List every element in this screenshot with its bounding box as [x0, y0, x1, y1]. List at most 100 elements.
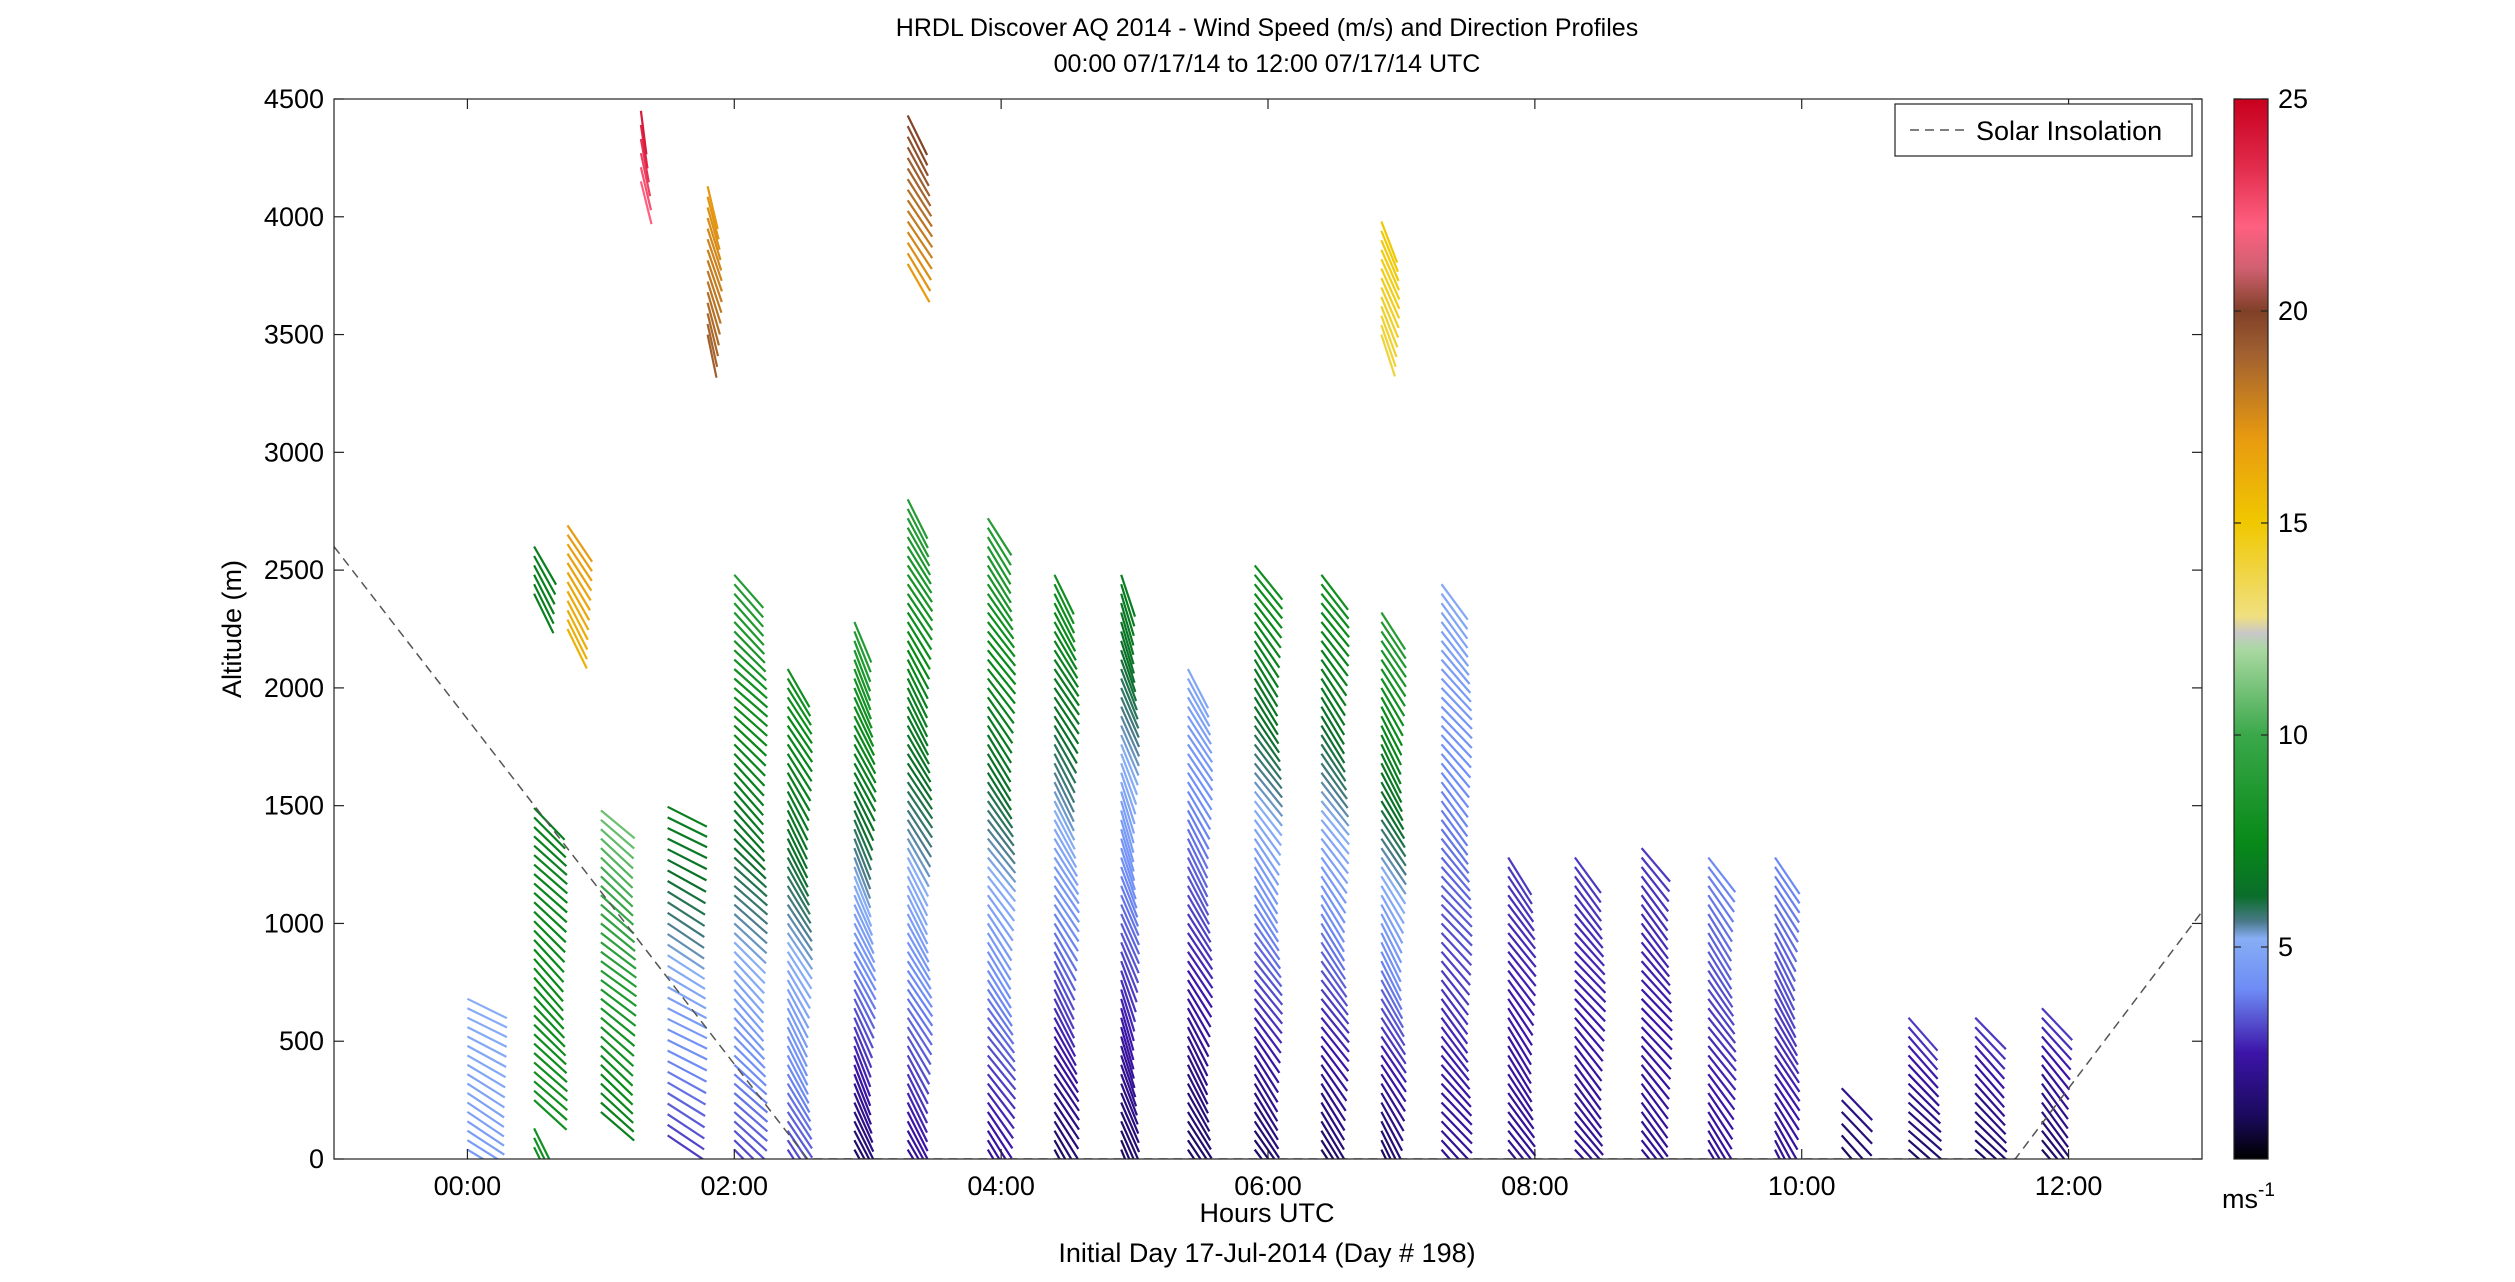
wind-barb: [1380, 885, 1405, 925]
wind-barb: [786, 932, 814, 971]
wind-barb: [1707, 1082, 1735, 1121]
wind-barb: [733, 1035, 766, 1069]
wind-barb: [786, 1120, 814, 1159]
wind-barb: [466, 1044, 507, 1068]
wind-barb: [1707, 1092, 1734, 1131]
wind-barb: [906, 602, 933, 641]
wind-barb: [1380, 258, 1401, 300]
wind-barb: [1440, 960, 1471, 996]
wind-barb: [1120, 1036, 1135, 1079]
wind-barb: [1320, 998, 1350, 1034]
wind-barb: [906, 146, 930, 187]
wind-barb: [667, 996, 708, 1020]
wind-barb: [786, 819, 808, 860]
wind-barb: [1320, 856, 1348, 895]
wind-barb: [853, 894, 874, 936]
wind-barb: [1707, 1130, 1727, 1159]
wind-barb: [1120, 1092, 1140, 1135]
wind-barb: [1380, 1083, 1406, 1122]
wind-barb: [986, 1035, 1017, 1072]
wind-barb: [666, 943, 705, 970]
wind-barb: [986, 687, 1015, 725]
x-axis-sublabel: Initial Day 17-Jul-2014 (Day # 198): [1058, 1238, 1475, 1268]
wind-barb: [1380, 649, 1407, 688]
wind-barb: [533, 939, 565, 974]
wind-barb: [1574, 1064, 1602, 1101]
wind-barb: [1907, 1111, 1943, 1143]
wind-barb: [853, 847, 872, 890]
wind-barb: [986, 611, 1016, 649]
wind-barb: [533, 546, 558, 586]
wind-barb: [1320, 734, 1346, 773]
wind-barb: [566, 571, 591, 611]
wind-barb: [733, 1120, 768, 1152]
wind-barb: [1253, 1045, 1280, 1084]
wind-barb: [706, 217, 722, 261]
wind-barb: [853, 706, 875, 747]
wind-barb: [1320, 1073, 1347, 1112]
wind-barb: [853, 913, 875, 955]
wind-barb: [1320, 979, 1349, 1016]
wind-barb: [1380, 1064, 1407, 1103]
wind-barb: [1440, 950, 1471, 986]
wind-barb: [1253, 809, 1282, 847]
wind-barb: [1774, 922, 1798, 963]
wind-barb: [666, 922, 705, 949]
wind-barb: [1380, 913, 1403, 954]
wind-barb: [533, 1080, 569, 1112]
wind-barb: [906, 979, 934, 1018]
wind-barb: [906, 189, 933, 228]
wind-barb: [706, 249, 723, 292]
wind-barb: [1253, 602, 1283, 639]
wind-barb: [786, 922, 814, 961]
wind-barb: [1774, 1064, 1801, 1102]
wind-barb: [1253, 1064, 1279, 1103]
wind-barb: [600, 960, 638, 988]
wind-barb: [1120, 989, 1136, 1032]
wind-barb: [1120, 659, 1138, 702]
wind-barb: [1053, 649, 1080, 688]
wind-barb: [706, 281, 722, 324]
wind-barb: [906, 593, 934, 631]
wind-barb: [1707, 856, 1737, 893]
wind-barb: [906, 969, 933, 1008]
chart-title: HRDL Discover AQ 2014 - Wind Speed (m/s)…: [896, 14, 1638, 42]
wind-barb: [1380, 296, 1400, 339]
wind-barb: [1574, 998, 1606, 1032]
wind-barb: [1186, 847, 1209, 889]
wind-barb: [1440, 790, 1469, 828]
wind-barb: [1253, 951, 1283, 988]
wind-barb: [600, 988, 637, 1017]
wind-barb: [1380, 998, 1405, 1038]
wind-barb: [1640, 856, 1671, 893]
wind-barb: [1440, 979, 1469, 1016]
wind-barb: [1907, 1073, 1940, 1107]
wind-barb: [986, 1149, 995, 1159]
wind-barb: [853, 904, 874, 945]
wind-barb: [1774, 951, 1796, 992]
wind-barb: [786, 998, 809, 1039]
wind-barb: [667, 1017, 708, 1040]
wind-barb: [1774, 856, 1801, 895]
wind-barb: [986, 753, 1012, 793]
wind-barb: [1440, 1017, 1469, 1054]
wind-barb: [1186, 753, 1214, 792]
wind-barb: [1774, 941, 1796, 982]
wind-barb: [1907, 1139, 1932, 1159]
wind-barb: [1320, 800, 1350, 836]
wind-barb: [986, 527, 1012, 566]
wind-barb: [1574, 1158, 1577, 1159]
wind-barb: [667, 1007, 708, 1030]
wind-barb: [1053, 819, 1077, 860]
wind-barb: [733, 1007, 765, 1042]
wind-barb: [1186, 1073, 1209, 1114]
wind-barb: [1380, 1149, 1388, 1159]
wind-profile: [466, 997, 508, 1159]
wind-barb: [786, 1101, 813, 1140]
wind-barb: [1707, 1035, 1737, 1072]
wind-barb: [1440, 630, 1470, 667]
wind-barb: [1053, 668, 1080, 707]
wind-barb: [853, 809, 874, 851]
wind-barb: [906, 819, 933, 858]
wind-barb: [1380, 1035, 1407, 1074]
